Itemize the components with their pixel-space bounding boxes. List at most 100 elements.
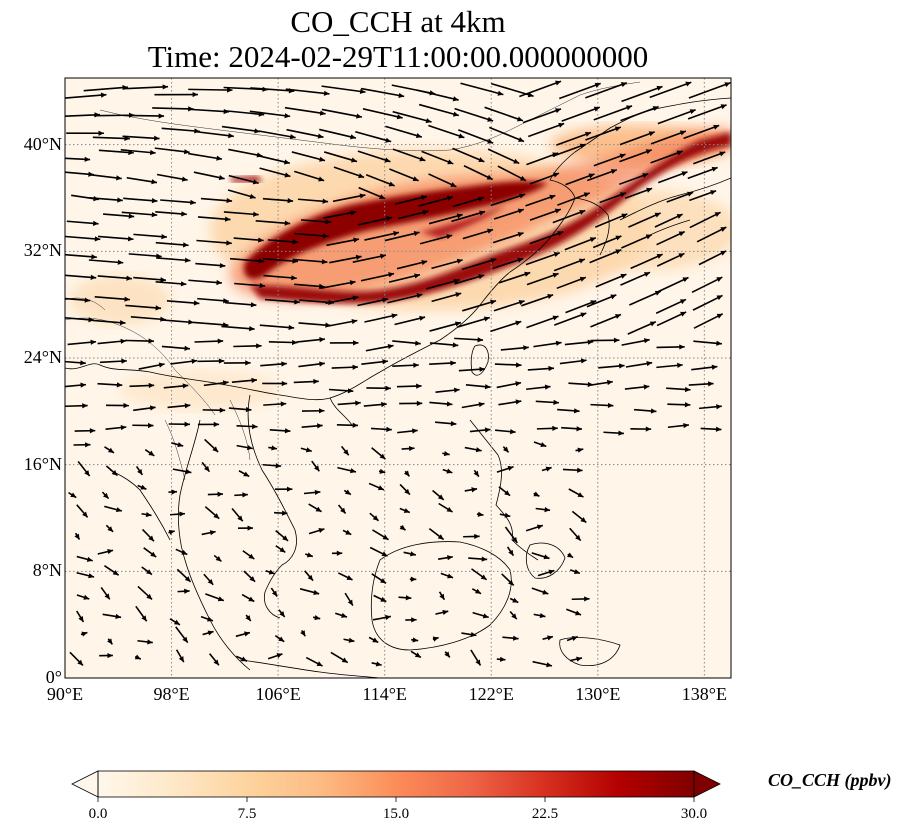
wind-arrow <box>233 237 264 243</box>
wind-arrow <box>97 235 134 242</box>
wind-arrow <box>65 403 88 409</box>
wind-arrow <box>188 152 223 161</box>
wind-arrow <box>274 510 288 516</box>
wind-arrow <box>362 108 403 120</box>
wind-arrow <box>333 166 365 179</box>
wind-arrow <box>122 135 160 141</box>
wind-arrow <box>698 250 727 266</box>
wind-arrow <box>561 426 583 432</box>
wind-arrow <box>331 550 343 556</box>
wind-arrow <box>431 292 462 303</box>
wind-arrow <box>102 213 135 219</box>
wind-arrow <box>438 591 446 601</box>
wind-arrow <box>691 364 718 371</box>
wind-arrow <box>657 109 696 125</box>
wind-arrow <box>496 465 514 473</box>
wind-arrow <box>593 105 633 121</box>
wind-arrow <box>65 156 91 162</box>
wind-arrow <box>373 594 387 603</box>
lon-tick-label: 106°E <box>255 684 301 704</box>
wind-arrow <box>498 271 531 284</box>
wind-arrow <box>394 315 426 326</box>
wind-arrow <box>568 488 584 498</box>
wind-arrow <box>500 345 529 351</box>
wind-arrow <box>688 82 731 99</box>
wind-arrow <box>411 637 419 643</box>
wind-arrow <box>689 211 721 229</box>
wind-arrow <box>461 631 477 638</box>
wind-arrow <box>454 337 484 343</box>
wind-arrow <box>154 91 198 98</box>
wind-arrow <box>490 320 522 333</box>
map-frame <box>64 77 732 679</box>
wind-arrow <box>590 313 622 328</box>
wind-arrow <box>312 615 321 621</box>
wind-arrow <box>259 324 295 331</box>
wind-arrow <box>357 150 391 163</box>
wind-arrow <box>599 192 627 204</box>
wind-arrow <box>170 358 198 365</box>
wind-arrow <box>419 234 453 245</box>
wind-arrow <box>667 402 691 408</box>
wind-arrow <box>227 189 256 199</box>
wind-arrow <box>129 382 155 389</box>
lon-tick-label: 130°E <box>575 684 621 704</box>
wind-arrow <box>557 408 580 414</box>
wind-arrow <box>463 165 494 181</box>
wind-arrow <box>343 489 352 496</box>
wind-arrow <box>369 512 380 522</box>
wind-arrow <box>457 316 490 328</box>
wind-arrow <box>100 586 111 600</box>
wind-arrow <box>263 401 287 407</box>
wind-arrow <box>529 208 562 221</box>
wind-arrow <box>243 570 256 583</box>
wind-arrow <box>689 189 717 202</box>
wind-arrow <box>337 504 347 515</box>
wind-arrow <box>593 153 626 167</box>
wind-arrow <box>141 511 152 518</box>
wind-arrow <box>628 212 661 228</box>
wind-arrow <box>202 407 226 413</box>
wind-arrow <box>175 548 188 556</box>
wind-arrow <box>274 486 293 492</box>
wind-arrow <box>452 147 485 163</box>
wind-arrow <box>492 232 524 244</box>
wind-arrow <box>134 654 142 660</box>
wind-arrow <box>435 609 449 615</box>
wind-arrow <box>311 460 320 472</box>
wind-arrow <box>336 422 359 428</box>
wind-arrow <box>562 467 583 473</box>
wind-arrow <box>552 209 586 224</box>
wind-arrow <box>76 610 85 623</box>
wind-arrow <box>155 280 187 287</box>
wind-arrow <box>234 492 248 498</box>
colorbar-tick-label: 22.5 <box>531 806 559 822</box>
wind-arrow <box>405 617 417 623</box>
wind-arrow <box>657 171 688 184</box>
wind-arrow <box>416 89 459 102</box>
wind-arrow <box>529 172 560 185</box>
wind-arrow <box>167 403 191 409</box>
wind-arrow <box>263 274 297 281</box>
wind-arrow <box>624 187 653 199</box>
wind-arrow <box>76 571 95 579</box>
wind-arrow <box>621 234 653 249</box>
wind-arrow <box>399 483 411 496</box>
wind-arrow <box>168 529 175 535</box>
wind-arrow <box>203 380 229 387</box>
wind-arrow <box>135 605 148 622</box>
wind-arrow <box>97 275 132 281</box>
wind-arrow <box>566 608 582 616</box>
wind-arrow <box>442 451 450 457</box>
wind-arrow <box>403 551 417 557</box>
wind-arrow <box>496 381 522 389</box>
wind-arrow <box>340 445 350 456</box>
lon-tick-label: 122°E <box>468 684 514 704</box>
wind-arrow <box>335 612 348 618</box>
wind-arrow <box>105 424 127 431</box>
wind-arrow <box>654 213 683 228</box>
wind-arrow <box>300 630 306 637</box>
wind-arrow <box>633 408 657 414</box>
wind-arrow <box>321 85 366 94</box>
wind-arrow <box>399 400 423 407</box>
